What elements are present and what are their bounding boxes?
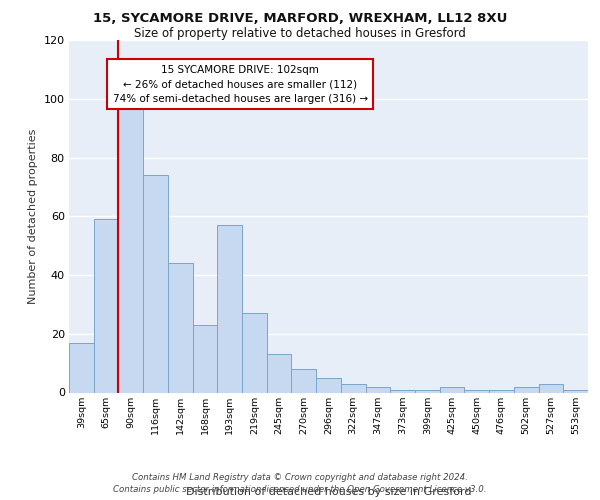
Bar (341, 384, 365, 392)
Bar (217, 225, 242, 392)
Text: 15, SYCAMORE DRIVE, MARFORD, WREXHAM, LL12 8XU: 15, SYCAMORE DRIVE, MARFORD, WREXHAM, LL… (93, 12, 507, 26)
Bar (539, 384, 563, 392)
Bar (69, 342, 94, 392)
Bar (365, 386, 390, 392)
Bar (118, 104, 143, 393)
Y-axis label: Number of detached properties: Number of detached properties (28, 128, 38, 304)
Bar (143, 175, 168, 392)
Text: Size of property relative to detached houses in Gresford: Size of property relative to detached ho… (134, 28, 466, 40)
Bar (563, 390, 588, 392)
Bar (94, 219, 118, 392)
Bar (390, 390, 415, 392)
Bar (168, 263, 193, 392)
X-axis label: Distribution of detached houses by size in Gresford: Distribution of detached houses by size … (186, 486, 471, 496)
Bar (464, 390, 489, 392)
Bar (440, 386, 464, 392)
Bar (292, 369, 316, 392)
Bar (514, 386, 539, 392)
Bar (489, 390, 514, 392)
Bar (242, 313, 267, 392)
Bar (415, 390, 440, 392)
Bar (316, 378, 341, 392)
Text: Contains HM Land Registry data © Crown copyright and database right 2024.
Contai: Contains HM Land Registry data © Crown c… (113, 472, 487, 494)
Bar (193, 325, 217, 392)
Bar (267, 354, 292, 393)
Text: 15 SYCAMORE DRIVE: 102sqm
← 26% of detached houses are smaller (112)
74% of semi: 15 SYCAMORE DRIVE: 102sqm ← 26% of detac… (113, 64, 368, 104)
